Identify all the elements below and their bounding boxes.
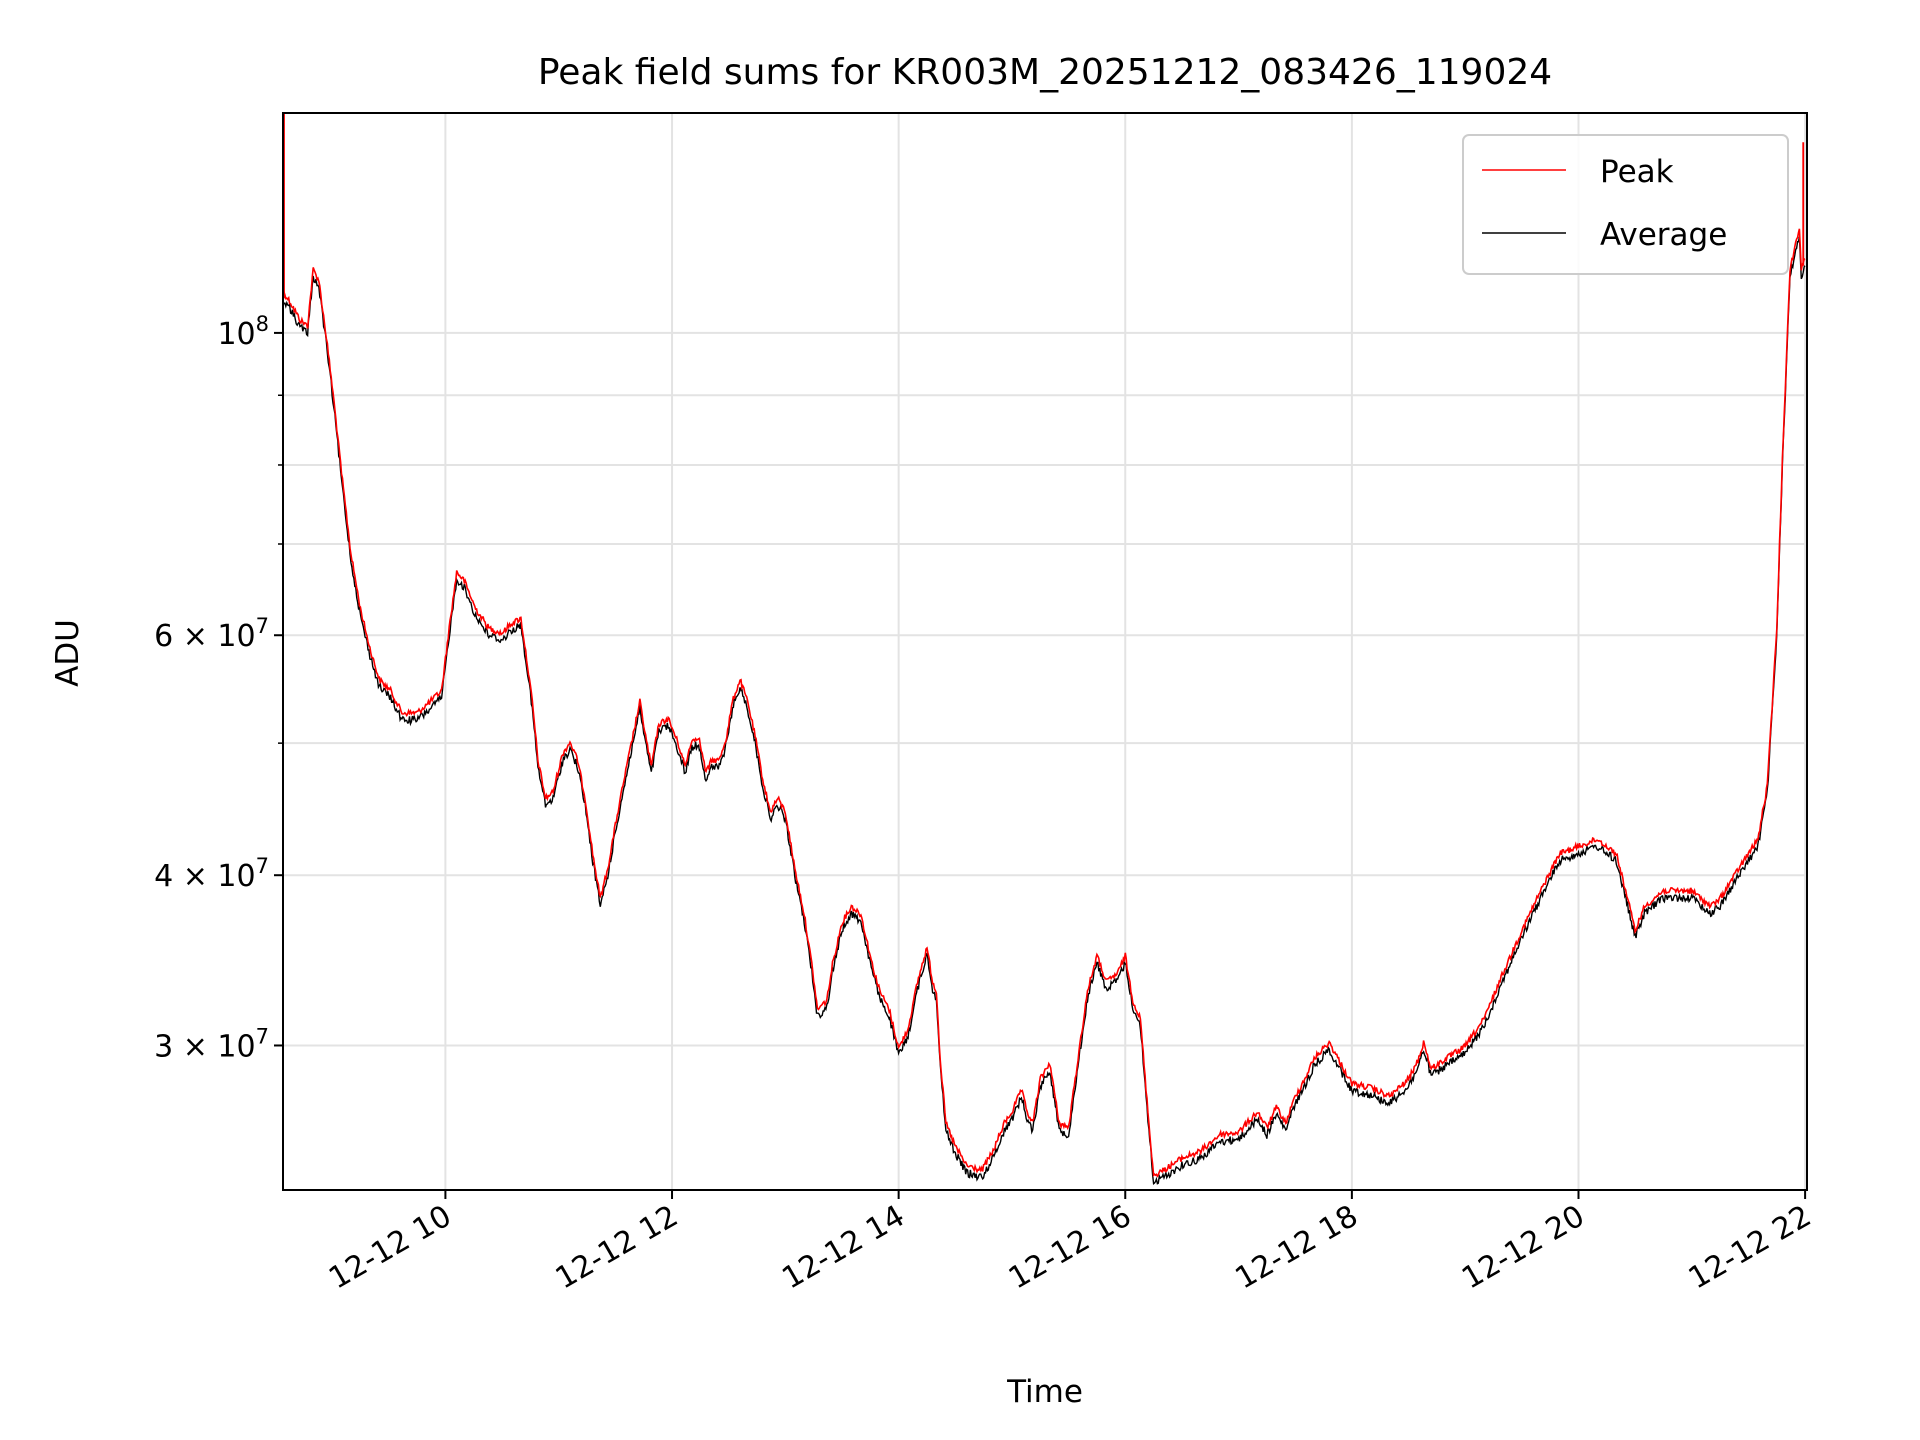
- y-tick-label: 108: [217, 312, 269, 352]
- y-tick-label: 3 × 107: [154, 1024, 269, 1064]
- y-tick-label: 4 × 107: [154, 854, 269, 894]
- legend-label-average: Average: [1600, 217, 1727, 253]
- x-axis-label: Time: [1006, 1374, 1083, 1410]
- peak-line: [282, 228, 1806, 1178]
- chart-title: Peak field sums for KR003M_20251212_0834…: [538, 52, 1552, 93]
- y-axis-label: ADU: [50, 619, 86, 687]
- legend-label-peak: Peak: [1600, 154, 1674, 190]
- plot-frame: [282, 112, 1808, 1191]
- grid-lines: [283, 113, 1807, 1190]
- y-tick-label: 6 × 107: [154, 614, 269, 654]
- legend: Peak Average: [1462, 134, 1789, 275]
- y-axis-ticks: 3 × 107 4 × 107 6 × 107 108: [154, 312, 283, 1064]
